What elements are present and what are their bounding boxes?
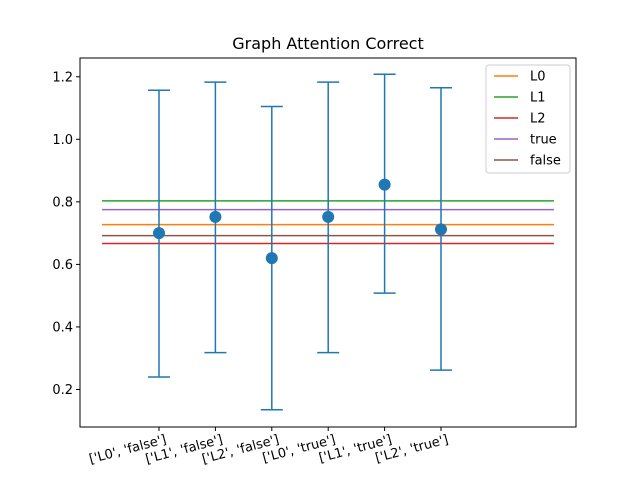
y-tick-label: 1.2 — [52, 70, 73, 85]
y-tick-label: 0.2 — [52, 383, 73, 398]
chart-title: Graph Attention Correct — [232, 34, 424, 53]
data-point — [378, 178, 391, 191]
legend-label-false: false — [530, 154, 561, 169]
legend-label-true: true — [530, 133, 557, 148]
y-axis: 0.2 0.4 0.6 0.8 1.0 1.2 — [52, 70, 80, 398]
legend-label-L1: L1 — [530, 91, 546, 106]
data-point — [209, 210, 222, 223]
data-point — [322, 210, 335, 223]
x-axis: ['L0', 'false']['L1', 'false']['L2', 'fa… — [88, 427, 450, 467]
y-tick-label: 1.0 — [52, 133, 73, 148]
legend-label-L2: L2 — [530, 112, 546, 127]
data-point — [153, 227, 165, 240]
legend-box — [485, 64, 571, 174]
y-tick-label: 0.6 — [52, 258, 73, 273]
legend: L0 L1 L2 true false — [485, 64, 571, 174]
data-point — [435, 223, 447, 236]
error-bars — [148, 73, 452, 411]
data-points — [153, 178, 447, 265]
data-point — [265, 252, 278, 265]
y-tick-label: 0.4 — [52, 320, 73, 335]
y-tick-label: 0.8 — [52, 195, 73, 210]
legend-label-L0: L0 — [530, 70, 546, 85]
